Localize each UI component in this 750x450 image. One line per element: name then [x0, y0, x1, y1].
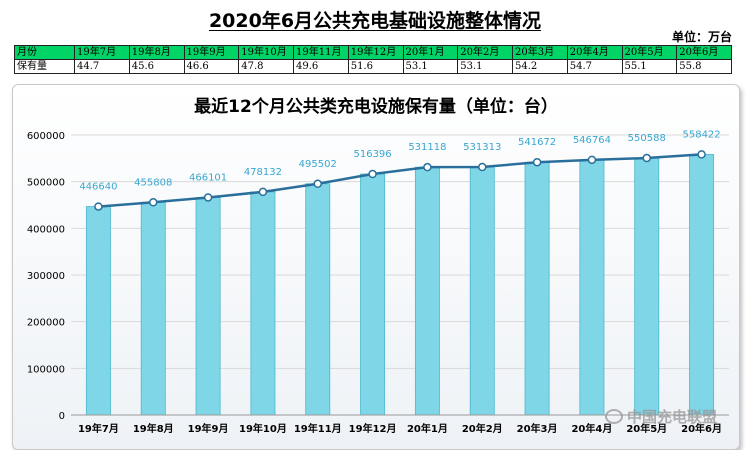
unit-label: 单位：万台 — [671, 30, 732, 44]
chart-title: 最近12个月公共类充电设施保有量（单位：台） — [194, 96, 558, 117]
data-point — [149, 198, 158, 207]
data-point — [642, 153, 651, 163]
bar — [85, 206, 111, 416]
table-value-cell: 51.6 — [347, 59, 404, 74]
y-tick-label: 0 — [59, 411, 65, 422]
bar — [469, 166, 495, 416]
table-value-cell: 53.1 — [457, 59, 513, 74]
data-point — [313, 179, 322, 189]
x-tick-label: 19年9月 — [188, 422, 229, 435]
y-tick-label: 400000 — [27, 224, 65, 235]
x-tick-label: 20年4月 — [571, 422, 612, 435]
row-header-value: 保有量 — [14, 59, 75, 74]
bar — [250, 191, 276, 416]
bar-line-chart: 最近12个月公共类充电设施保有量（单位：台） 0 100000 200000 30000… — [27, 96, 729, 435]
data-point — [423, 162, 432, 172]
table-value-cell: 49.6 — [293, 59, 349, 74]
data-label: 531313 — [463, 142, 501, 153]
bar — [524, 161, 550, 416]
bar — [414, 166, 440, 416]
bar — [360, 173, 386, 416]
data-point — [697, 150, 706, 159]
summary-table: 月份 19年7月 19年8月 19年9月 19年10月 19年11月 19年12月 20年1… — [14, 45, 732, 74]
x-tick-label: 19年12月 — [349, 422, 397, 435]
table-month-cell: 20年3月 — [512, 45, 568, 60]
bar — [689, 154, 715, 416]
x-tick-label: 20年2月 — [462, 422, 503, 435]
bar — [140, 201, 166, 416]
x-tick-label: 20年5月 — [626, 422, 667, 435]
data-point — [203, 193, 213, 202]
bar — [305, 183, 331, 416]
table-month-cell: 20年1月 — [402, 45, 459, 60]
data-point — [587, 155, 597, 165]
data-point — [258, 187, 268, 197]
table-header-row: 月份 19年7月 19年8月 19年9月 19年10月 19年11月 19年12月 20年1… — [14, 45, 732, 60]
table-month-cell: 19年9月 — [183, 45, 240, 60]
data-point — [478, 162, 487, 172]
page-title: 2020年6月公共充电基础设施整体情况 — [208, 10, 542, 32]
row-header-month: 月份 — [14, 45, 75, 60]
series-line — [98, 153, 702, 208]
y-tick-label: 500000 — [27, 178, 65, 189]
data-label: 541672 — [518, 137, 556, 148]
x-tick-label: 19年10月 — [239, 422, 287, 435]
bar — [195, 197, 221, 416]
wechat-icon — [604, 409, 623, 424]
watermark: 中国充电联盟 — [604, 406, 717, 427]
table-value-cell: 54.7 — [566, 59, 623, 74]
table-month-cell: 19年10月 — [238, 45, 294, 60]
table-month-cell: 20年2月 — [457, 45, 513, 60]
data-point — [532, 157, 542, 167]
data-label: 516396 — [353, 149, 391, 160]
table-value-cell: 46.6 — [183, 59, 240, 74]
table-value-cell: 55.8 — [676, 59, 732, 74]
table-value-cell: 54.2 — [512, 59, 568, 74]
table-value-row: 保有量 44.7 45.6 46.6 47.8 49.6 51.6 53.1 53.1 54.2… — [14, 59, 732, 74]
x-tick-label: 19年11月 — [294, 422, 342, 435]
table-value-cell: 45.6 — [128, 59, 185, 74]
data-label: 455808 — [134, 177, 172, 188]
table-month-cell: 19年8月 — [128, 45, 185, 60]
x-tick-label: 20年3月 — [517, 422, 558, 435]
table-month-cell: 20年4月 — [566, 45, 623, 60]
table-month-cell: 20年6月 — [676, 45, 732, 60]
data-label: 466101 — [189, 172, 227, 183]
bar — [634, 157, 660, 416]
bar — [579, 159, 605, 416]
table-month-cell: 19年12月 — [347, 45, 404, 60]
y-tick-label: 100000 — [27, 364, 65, 375]
table-value-cell: 47.8 — [238, 59, 294, 74]
data-label: 495502 — [299, 159, 337, 170]
data-label: 446640 — [79, 182, 117, 193]
data-point — [94, 202, 103, 211]
table-value-cell: 53.1 — [402, 59, 459, 74]
chart-panel: 最近12个月公共类充电设施保有量（单位：台） 0 100000 200000 30000… — [12, 84, 740, 450]
data-point — [368, 169, 377, 179]
table-month-cell: 19年11月 — [293, 45, 349, 60]
y-tick-label: 200000 — [27, 318, 65, 329]
table-month-cell: 20年5月 — [621, 45, 678, 60]
watermark-text: 中国充电联盟 — [626, 408, 717, 426]
y-tick-label: 300000 — [27, 271, 65, 282]
x-tick-label: 19年7月 — [78, 422, 119, 435]
table-value-cell: 55.1 — [621, 59, 678, 74]
data-label: 531118 — [408, 142, 446, 153]
x-tick-label: 19年8月 — [133, 422, 174, 435]
x-tick-label: 20年1月 — [407, 422, 448, 435]
table-month-cell: 19年7月 — [74, 45, 130, 60]
table-value-cell: 44.7 — [74, 59, 130, 74]
data-label: 558422 — [682, 129, 720, 140]
data-label: 546764 — [573, 135, 611, 146]
x-tick-label: 20年6月 — [681, 422, 722, 435]
data-label: 550588 — [628, 133, 666, 144]
y-tick-label: 600000 — [27, 131, 65, 142]
data-label: 478132 — [244, 167, 282, 178]
